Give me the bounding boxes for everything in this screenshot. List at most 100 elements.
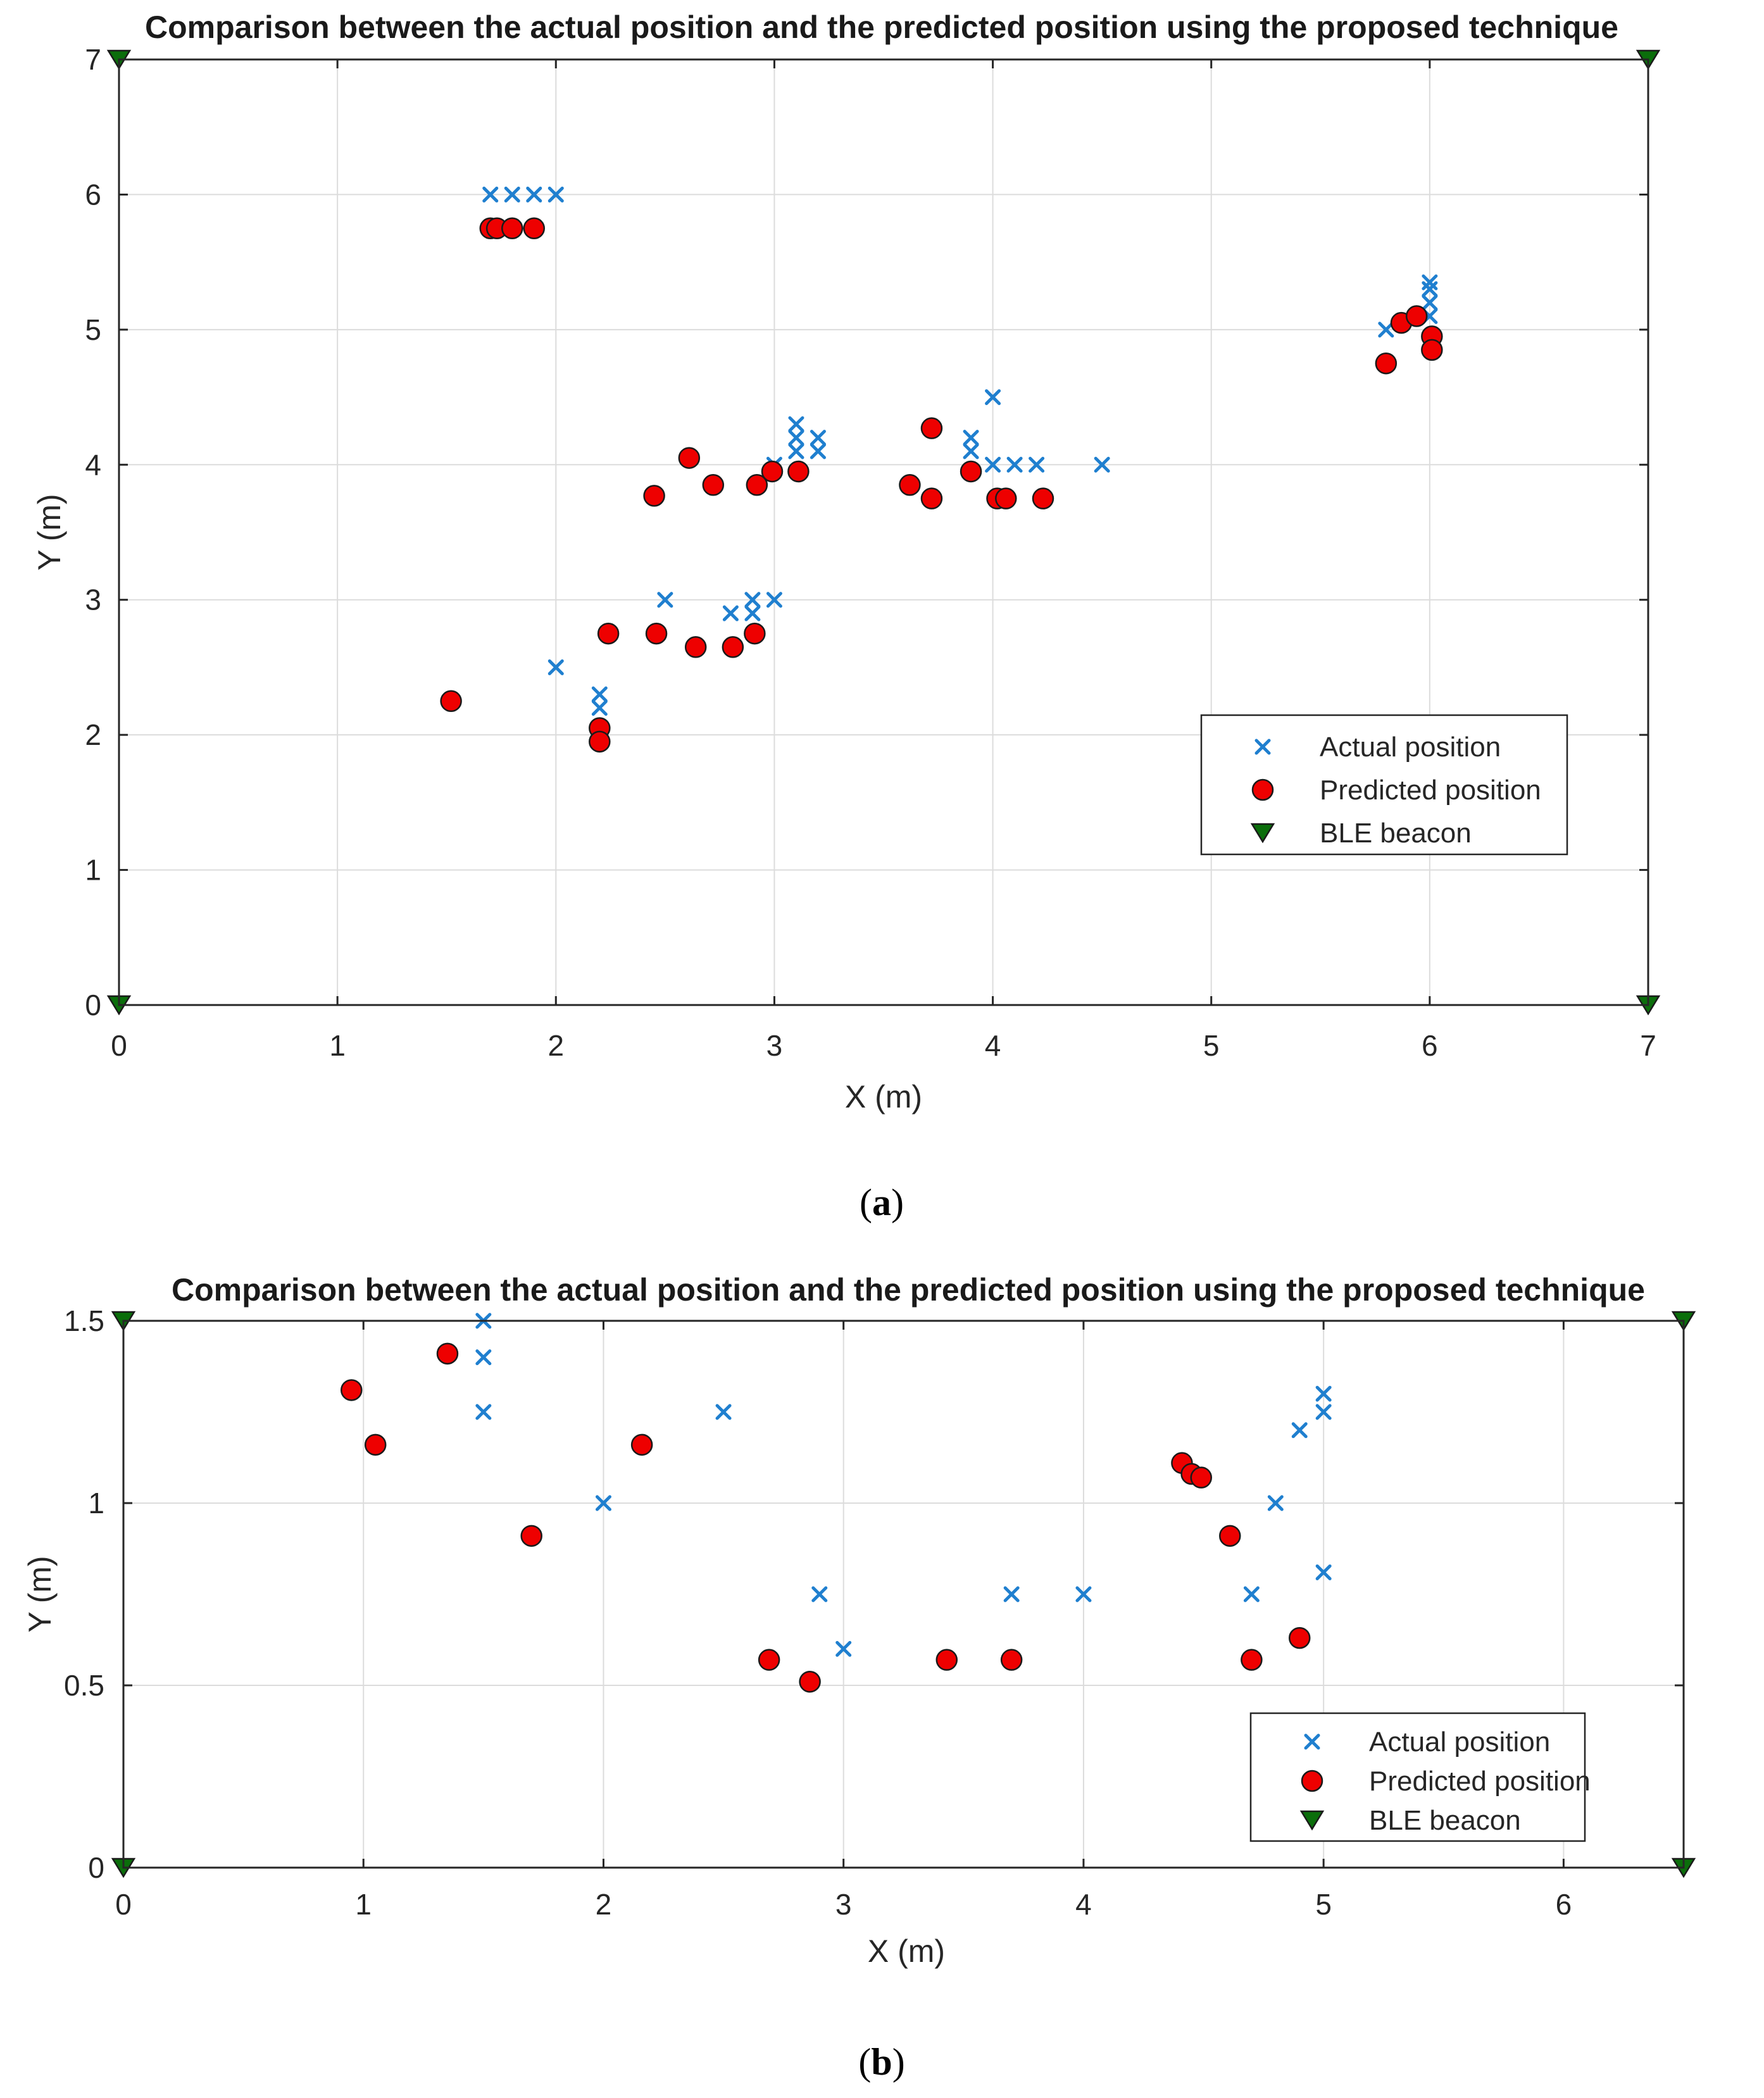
predicted-position-point xyxy=(1032,487,1054,509)
predicted-position-point xyxy=(501,217,523,240)
y-tick-label: 7 xyxy=(85,43,101,76)
x-tick-label: 7 xyxy=(1640,1029,1656,1062)
predicted-position-point xyxy=(758,1649,780,1671)
actual-position-point xyxy=(475,1404,492,1420)
actual-position-point xyxy=(835,1640,852,1657)
predicted-position-point xyxy=(1219,1525,1241,1547)
actual-position-point xyxy=(715,1404,732,1420)
x-tick-label: 3 xyxy=(835,1888,852,1921)
predicted-position-point xyxy=(678,447,701,469)
y-tick-label: 1.5 xyxy=(64,1304,104,1337)
chart-b-caption: (b) xyxy=(858,2041,904,2083)
y-tick-label: 4 xyxy=(85,448,101,481)
actual-position-point xyxy=(1243,1586,1260,1602)
actual-position-point xyxy=(1006,456,1023,473)
actual-position-point xyxy=(1422,294,1438,311)
chart-a-caption-letter: a xyxy=(872,1182,891,1223)
predicted-position-point xyxy=(597,622,620,645)
x-tick-label: 4 xyxy=(1075,1888,1092,1921)
predicted-position-point xyxy=(1000,1649,1023,1671)
chart-b-legend-entries: Actual position Predicted position BLE be… xyxy=(1299,1726,1591,1836)
actual-position-point xyxy=(963,430,979,446)
chart-b-title: Comparison between the actual position a… xyxy=(172,1272,1645,1308)
legend-actual-marker xyxy=(1254,739,1271,755)
actual-position-point xyxy=(1315,1385,1332,1402)
predicted-position-point xyxy=(520,1525,542,1547)
predicted-position-point xyxy=(341,1379,363,1401)
actual-position-point xyxy=(595,1495,611,1511)
actual-position-point xyxy=(744,605,761,621)
chart-a-legend: Actual position Predicted position BLE bea… xyxy=(1200,714,1568,856)
actual-position-point xyxy=(1378,322,1394,338)
actual-position-point xyxy=(788,416,804,432)
actual-position-point xyxy=(788,430,804,446)
predicted-position-point xyxy=(440,690,462,713)
x-tick-label: 1 xyxy=(355,1888,372,1921)
predicted-position-point xyxy=(1241,1649,1263,1671)
actual-position-point xyxy=(766,592,782,608)
x-tick-label: 6 xyxy=(1422,1029,1438,1062)
legend-beacon-marker xyxy=(1299,1810,1325,1831)
predicted-position-point xyxy=(643,485,665,507)
predicted-position-point xyxy=(589,730,611,753)
actual-position-point xyxy=(591,686,608,702)
legend-label: Predicted position xyxy=(1369,1766,1591,1797)
actual-position-point xyxy=(811,1586,828,1602)
predicted-position-point xyxy=(722,636,744,658)
legend-predicted-marker xyxy=(1301,1770,1323,1792)
x-tick-label: 0 xyxy=(111,1029,127,1062)
legend-label: Predicted position xyxy=(1320,775,1541,806)
predicted-position-point xyxy=(899,474,921,496)
legend-label: BLE beacon xyxy=(1320,818,1472,849)
actual-position-point xyxy=(1315,1404,1332,1420)
predicted-position-point xyxy=(744,622,766,645)
y-tick-label: 0 xyxy=(85,989,101,1021)
predicted-position-point xyxy=(935,1649,958,1671)
y-tick-label: 0 xyxy=(88,1851,104,1884)
y-tick-label: 5 xyxy=(85,313,101,346)
chart-b-legend: Actual position Predicted position BLE be… xyxy=(1249,1712,1591,1842)
legend-label: Actual position xyxy=(1320,732,1501,763)
actual-position-point xyxy=(744,592,761,608)
predicted-position-point xyxy=(702,474,725,496)
actual-position-point xyxy=(1029,456,1045,473)
chart-a-marks xyxy=(106,49,1661,1016)
y-tick-label: 3 xyxy=(85,584,101,616)
legend-beacon-marker xyxy=(1250,823,1275,844)
actual-position-point xyxy=(1075,1586,1092,1602)
actual-position-point xyxy=(1315,1564,1332,1580)
predicted-position-point xyxy=(436,1342,459,1365)
actual-position-point xyxy=(482,186,499,203)
predicted-position-point xyxy=(1288,1627,1311,1649)
legend-predicted-marker xyxy=(1251,778,1274,801)
actual-position-point xyxy=(504,186,520,203)
legend-actual-marker xyxy=(1304,1733,1320,1750)
x-tick-label: 5 xyxy=(1315,1888,1332,1921)
x-tick-label: 2 xyxy=(547,1029,564,1062)
predicted-position-point xyxy=(523,217,546,240)
predicted-position-point xyxy=(1405,305,1428,327)
actual-position-point xyxy=(657,592,673,608)
legend-label: BLE beacon xyxy=(1369,1805,1521,1836)
y-tick-label: 6 xyxy=(85,178,101,211)
predicted-position-point xyxy=(920,487,943,509)
predicted-position-point xyxy=(746,474,768,496)
predicted-position-point xyxy=(787,460,810,483)
actual-position-point xyxy=(963,443,979,459)
actual-position-point xyxy=(547,659,564,675)
predicted-position-point xyxy=(799,1670,821,1693)
chart-a: Comparison between the actual position a… xyxy=(32,9,1661,1223)
actual-position-point xyxy=(1094,456,1110,473)
actual-position-point xyxy=(1291,1422,1308,1439)
actual-position-point xyxy=(810,443,826,459)
predicted-position-point xyxy=(1375,352,1398,375)
predicted-position-point xyxy=(630,1433,653,1456)
actual-position-point xyxy=(985,389,1001,406)
actual-position-point xyxy=(722,605,739,621)
predicted-position-point xyxy=(920,417,943,439)
chart-b-axes-box xyxy=(122,1320,1685,1869)
y-tick-label: 1 xyxy=(85,854,101,887)
x-tick-label: 2 xyxy=(596,1888,612,1921)
chart-a-ticks: 0 1 2 3 4 5 6 7 0 1 2 3 4 5 6 7 xyxy=(85,43,1656,1062)
actual-position-point xyxy=(526,186,542,203)
